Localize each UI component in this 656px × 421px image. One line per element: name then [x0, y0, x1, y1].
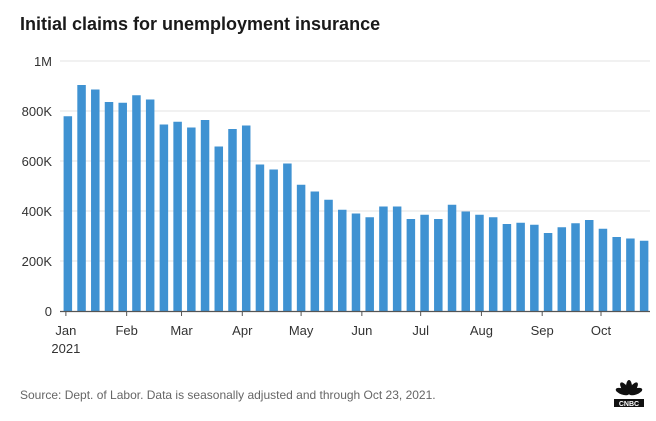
bar	[159, 124, 169, 311]
bar	[269, 169, 278, 311]
x-tick-label: Jul	[412, 323, 429, 338]
bar	[530, 224, 539, 311]
x-tick-label: Oct	[591, 323, 612, 338]
bar	[255, 164, 265, 311]
y-tick-label: 0	[45, 304, 52, 319]
bar	[406, 219, 416, 311]
x-tick-label: Feb	[115, 323, 137, 338]
y-tick-label: 1M	[34, 54, 52, 69]
y-tick-label: 600K	[22, 154, 53, 169]
bar	[420, 214, 429, 311]
x-tick-label: Jun	[351, 323, 372, 338]
bar	[324, 199, 333, 311]
bar	[543, 233, 553, 311]
bar	[365, 217, 374, 311]
x-tick-label: Sep	[531, 323, 554, 338]
bar	[598, 228, 608, 311]
bar	[392, 206, 402, 311]
bar	[145, 99, 155, 311]
y-tick-label: 200K	[22, 254, 53, 269]
bar	[502, 224, 512, 311]
logo-wordmark: CNBC	[619, 401, 639, 408]
y-axis-labels: 0 200K 400K 600K 800K 1M	[22, 54, 53, 319]
bar	[351, 213, 361, 311]
x-tick-label: Aug	[470, 323, 493, 338]
bar	[63, 116, 73, 311]
x-tick-label: Jan	[55, 323, 76, 338]
bar	[91, 89, 100, 311]
bar	[557, 227, 567, 311]
bar	[584, 220, 594, 311]
x-tick-year-label: 2021	[51, 341, 80, 356]
x-axis: Jan 2021 Feb Mar Apr May Jun Jul Aug Sep Oct	[51, 310, 650, 356]
bar	[612, 237, 621, 311]
bars	[63, 85, 649, 311]
bar	[200, 120, 210, 311]
source-note: Source: Dept. of Labor. Data is seasonal…	[20, 388, 436, 402]
bar	[187, 127, 196, 311]
y-tick-label: 400K	[22, 204, 53, 219]
x-tick-label: Apr	[232, 323, 253, 338]
bar	[296, 184, 306, 311]
bar	[488, 217, 498, 311]
bar	[571, 223, 580, 311]
bar	[228, 129, 237, 311]
bar	[283, 163, 292, 311]
bar	[338, 209, 347, 311]
bar	[214, 146, 224, 311]
bar	[173, 121, 182, 311]
bar	[447, 204, 457, 311]
bar	[475, 214, 484, 311]
bar	[461, 211, 470, 311]
bar	[379, 206, 388, 311]
bar	[132, 95, 141, 311]
x-tick-label: May	[289, 323, 314, 338]
y-tick-label: 800K	[22, 104, 53, 119]
chart-title: Initial claims for unemployment insuranc…	[20, 14, 381, 34]
bar	[516, 222, 525, 311]
bar	[77, 85, 86, 311]
bar	[104, 102, 114, 311]
bar	[310, 191, 320, 311]
bar	[241, 125, 251, 311]
bar	[639, 240, 649, 311]
x-tick-label: Mar	[170, 323, 193, 338]
bar	[434, 219, 443, 311]
bar	[626, 238, 635, 311]
bar	[118, 102, 127, 311]
cnbc-peacock-logo: CNBC	[614, 380, 644, 408]
